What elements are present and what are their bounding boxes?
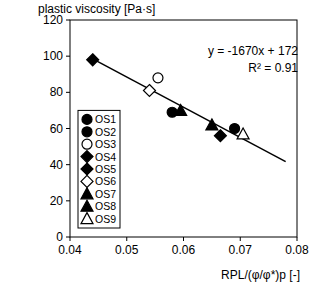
- x-tick-label: 0.08: [285, 243, 309, 257]
- legend-marker: [81, 200, 93, 211]
- legend-marker: [82, 114, 92, 124]
- y-tick-label: 20: [50, 194, 64, 208]
- legend-label: OS6: [95, 175, 116, 187]
- y-tick-label: 60: [50, 122, 64, 136]
- legend-marker: [81, 213, 93, 224]
- legend-marker: [81, 188, 93, 199]
- point: [87, 54, 99, 66]
- x-tick-label: 0.06: [172, 243, 196, 257]
- point: [230, 124, 240, 134]
- y-tick: [66, 237, 70, 238]
- equation: y = -1670x + 172: [208, 44, 298, 58]
- annotation: R² = 0.91: [248, 61, 298, 75]
- legend-label: OS9: [95, 213, 116, 225]
- x-tick: [240, 237, 241, 241]
- y-tick-label: 40: [50, 158, 64, 172]
- y-tick: [66, 20, 70, 21]
- y-tick-label: 80: [50, 85, 64, 99]
- legend-label: OS8: [95, 200, 116, 212]
- y-tick: [66, 164, 70, 165]
- legend-marker: [81, 163, 93, 175]
- legend-marker: [82, 127, 92, 137]
- y-tick: [66, 128, 70, 129]
- x-tick: [297, 237, 298, 241]
- y-tick: [66, 92, 70, 93]
- chart: plastic viscosity [Pa·s]RPL/(φ/φ*)p [-]0…: [0, 0, 311, 293]
- legend-label: OS2: [95, 126, 116, 138]
- legend-label: OS1: [95, 113, 116, 125]
- legend-marker: [81, 175, 93, 187]
- point: [206, 119, 218, 130]
- y-tick: [66, 200, 70, 201]
- legend-label: OS3: [95, 138, 116, 150]
- point: [214, 130, 226, 142]
- x-tick-label: 0.07: [229, 243, 253, 257]
- legend: OS1OS2OS3OS4OS5OS6OS7OS8OS9: [78, 110, 120, 228]
- y-tick: [66, 56, 70, 57]
- y-tick-label: 0: [56, 230, 63, 244]
- point: [237, 128, 249, 139]
- legend-label: OS4: [95, 151, 116, 163]
- legend-label: OS7: [95, 188, 116, 200]
- x-tick-label: 0.04: [58, 243, 82, 257]
- point: [153, 73, 163, 83]
- x-tick-label: 0.05: [115, 243, 139, 257]
- legend-label: OS5: [95, 163, 116, 175]
- x-tick: [183, 237, 184, 241]
- point: [175, 104, 187, 115]
- x-tick: [126, 237, 127, 241]
- y-tick-label: 100: [43, 49, 63, 63]
- x-tick: [70, 237, 71, 241]
- legend-marker: [81, 151, 93, 163]
- x-label: RPL/(φ/φ*)p [-]: [221, 268, 300, 282]
- point: [143, 85, 155, 97]
- legend-marker: [82, 139, 92, 149]
- y-tick-label: 120: [43, 13, 63, 27]
- legend-box: [78, 110, 120, 228]
